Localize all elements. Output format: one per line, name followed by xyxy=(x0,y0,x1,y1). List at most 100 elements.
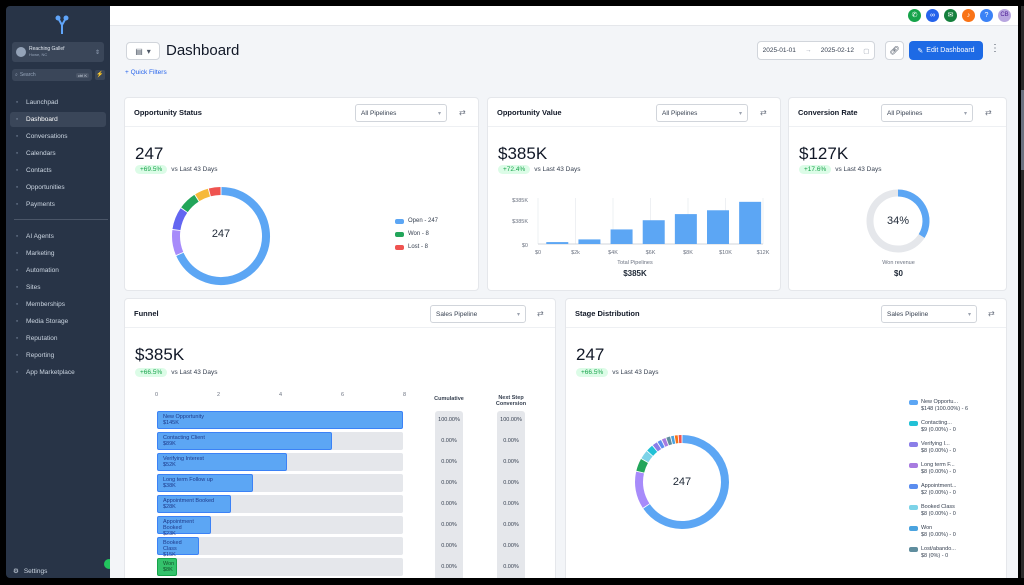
pipeline-dropdown[interactable]: Sales Pipeline ▾ xyxy=(881,305,977,323)
more-options-icon[interactable]: ⋮ xyxy=(990,43,1000,54)
date-start: 2025-01-01 xyxy=(762,47,796,54)
reporting-icon: ◦ xyxy=(15,351,19,359)
search-input[interactable]: ⌕ Search ctrl K xyxy=(12,69,92,81)
dropdown-value: All Pipelines xyxy=(361,109,397,117)
stage-donut-slice[interactable] xyxy=(657,439,665,449)
sidebar-item-settings[interactable]: ⚙ Settings xyxy=(10,564,106,578)
stage-donut-slice[interactable] xyxy=(661,438,669,447)
funnel-bar[interactable]: New Opportunity $145K xyxy=(157,411,403,429)
card-title: Stage Distribution xyxy=(575,309,640,318)
pipeline-dropdown[interactable]: All Pipelines ▾ xyxy=(656,104,748,122)
sidebar-item-calendars[interactable]: ◦ Calendars xyxy=(10,146,106,161)
funnel-bar[interactable]: Verifying Interest $52K xyxy=(157,453,288,471)
funnel-bar[interactable]: Appointment Booked $28K xyxy=(157,495,231,513)
date-range-picker[interactable]: 2025-01-01 → 2025-02-12 ▢ xyxy=(757,41,875,60)
sidebar-item-memberships[interactable]: ◦ Memberships xyxy=(10,297,106,312)
view-selector[interactable]: ▤ ▾ xyxy=(126,42,160,60)
swap-icon[interactable]: ⇄ xyxy=(459,108,466,117)
status-donut-slice[interactable] xyxy=(208,187,221,197)
x-tick-label: $8K xyxy=(683,250,693,256)
gauge-center-value: 34% xyxy=(886,215,910,227)
stage-donut-slice[interactable] xyxy=(641,451,653,463)
bar[interactable] xyxy=(739,201,762,244)
link-icon[interactable]: ∞ xyxy=(926,9,939,22)
swap-icon[interactable]: ⇄ xyxy=(985,108,992,117)
edit-dashboard-button[interactable]: ✎ Edit Dashboard xyxy=(909,41,983,60)
swap-icon[interactable]: ⇄ xyxy=(988,309,995,318)
scrollbar[interactable] xyxy=(1021,6,1024,578)
legend-label: Won xyxy=(921,525,933,531)
user-avatar[interactable]: CB xyxy=(998,9,1011,22)
sidebar-item-marketing[interactable]: ◦ Marketing xyxy=(10,246,106,261)
stage-donut-slice[interactable] xyxy=(652,442,662,452)
share-link-button[interactable]: 🔗︎ xyxy=(885,41,904,60)
quick-filters-link[interactable]: + Quick Filters xyxy=(125,69,167,76)
status-donut-slice[interactable] xyxy=(176,187,270,285)
sidebar-item-contacts[interactable]: ◦ Contacts xyxy=(10,163,106,178)
pipeline-dropdown[interactable]: Sales Pipeline ▾ xyxy=(430,305,526,323)
status-donut-slice[interactable] xyxy=(181,194,199,213)
sidebar-item-label: Opportunities xyxy=(26,184,65,191)
bar[interactable] xyxy=(642,220,665,244)
stage-donut-slice[interactable] xyxy=(643,435,729,529)
sidebar-item-media-storage[interactable]: ◦ Media Storage xyxy=(10,314,106,329)
sidebar-item-ai-agents[interactable]: ◦ AI Agents xyxy=(10,229,106,244)
stage-donut-slice[interactable] xyxy=(635,471,650,508)
funnel-bar[interactable]: Contacting Client $89K xyxy=(157,432,332,450)
bar[interactable] xyxy=(707,210,729,244)
help-icon[interactable]: ? xyxy=(980,9,993,22)
chevron-down-icon: ▾ xyxy=(146,46,151,56)
y-tick-label: $385K xyxy=(512,219,528,225)
sidebar-item-reputation[interactable]: ◦ Reputation xyxy=(10,331,106,346)
swap-icon[interactable]: ⇄ xyxy=(760,108,767,117)
sidebar-item-launchpad[interactable]: ◦ Launchpad xyxy=(10,95,106,110)
stage-donut xyxy=(635,435,729,529)
bar[interactable] xyxy=(546,242,569,244)
pipeline-dropdown[interactable]: All Pipelines ▾ xyxy=(355,104,447,122)
kpi-value: $385K xyxy=(135,345,185,364)
sidebar-item-reporting[interactable]: ◦ Reporting xyxy=(10,348,106,363)
bell-icon[interactable]: ♪ xyxy=(962,9,975,22)
bar[interactable] xyxy=(610,229,633,244)
funnel-bar[interactable]: Won $8K xyxy=(157,558,177,576)
bar[interactable] xyxy=(674,214,697,244)
swap-icon[interactable]: ⇄ xyxy=(537,309,544,318)
megaphone-icon[interactable]: ✉ xyxy=(944,9,957,22)
bolt-icon[interactable]: ⚡ xyxy=(95,70,105,80)
account-switcher[interactable]: Reaching Gallef Howe, NC ⇕ xyxy=(12,42,104,62)
sidebar-item-opportunities[interactable]: ◦ Opportunities xyxy=(10,180,106,195)
pipeline-dropdown[interactable]: All Pipelines ▾ xyxy=(881,104,973,122)
cumulative-value: 0.00% xyxy=(441,480,457,486)
kpi-change: +72.4% vs Last 43 Days xyxy=(498,165,580,174)
sidebar-item-payments[interactable]: ◦ Payments xyxy=(10,197,106,212)
funnel-stage-value: $23K xyxy=(163,531,176,537)
phone-icon[interactable]: ✆ xyxy=(908,9,921,22)
legend-swatch xyxy=(395,231,404,237)
cumulative-value: 0.00% xyxy=(441,543,457,549)
sidebar-item-sites[interactable]: ◦ Sites xyxy=(10,280,106,295)
status-dot[interactable] xyxy=(104,559,114,569)
stage-donut-slice[interactable] xyxy=(670,435,676,445)
sidebar-item-label: Marketing xyxy=(26,250,55,257)
stage-donut-slice[interactable] xyxy=(647,445,658,456)
sidebar-item-app-marketplace[interactable]: ◦ App Marketplace xyxy=(10,365,106,380)
stage-donut-slice[interactable] xyxy=(636,459,649,473)
status-donut-slice[interactable] xyxy=(195,188,211,202)
x-tick-label: $0 xyxy=(535,250,541,256)
scrollbar-thumb[interactable] xyxy=(1021,90,1024,170)
bar[interactable] xyxy=(578,239,601,244)
sidebar-item-label: Conversations xyxy=(26,133,68,140)
status-donut-slice[interactable] xyxy=(172,208,188,231)
x-tick-label: $12K xyxy=(757,250,770,256)
funnel-bar[interactable]: Booked Class $15K xyxy=(157,537,199,558)
next-step-value: 0.00% xyxy=(503,522,519,528)
sidebar-item-conversations[interactable]: ◦ Conversations xyxy=(10,129,106,144)
opportunities-icon: ◦ xyxy=(15,183,19,191)
funnel-bar[interactable]: Long term Follow up $38K xyxy=(157,474,253,492)
sidebar-item-automation[interactable]: ◦ Automation xyxy=(10,263,106,278)
funnel-bar[interactable]: Appointment Booked $23K xyxy=(157,516,212,537)
stage-donut-slice[interactable] xyxy=(666,436,673,446)
status-donut-slice[interactable] xyxy=(172,229,184,256)
sidebar-item-dashboard[interactable]: ◦ Dashboard xyxy=(10,112,106,127)
stage-legend-item: Appointment... $2 (0.00%) - 0 xyxy=(909,483,956,496)
